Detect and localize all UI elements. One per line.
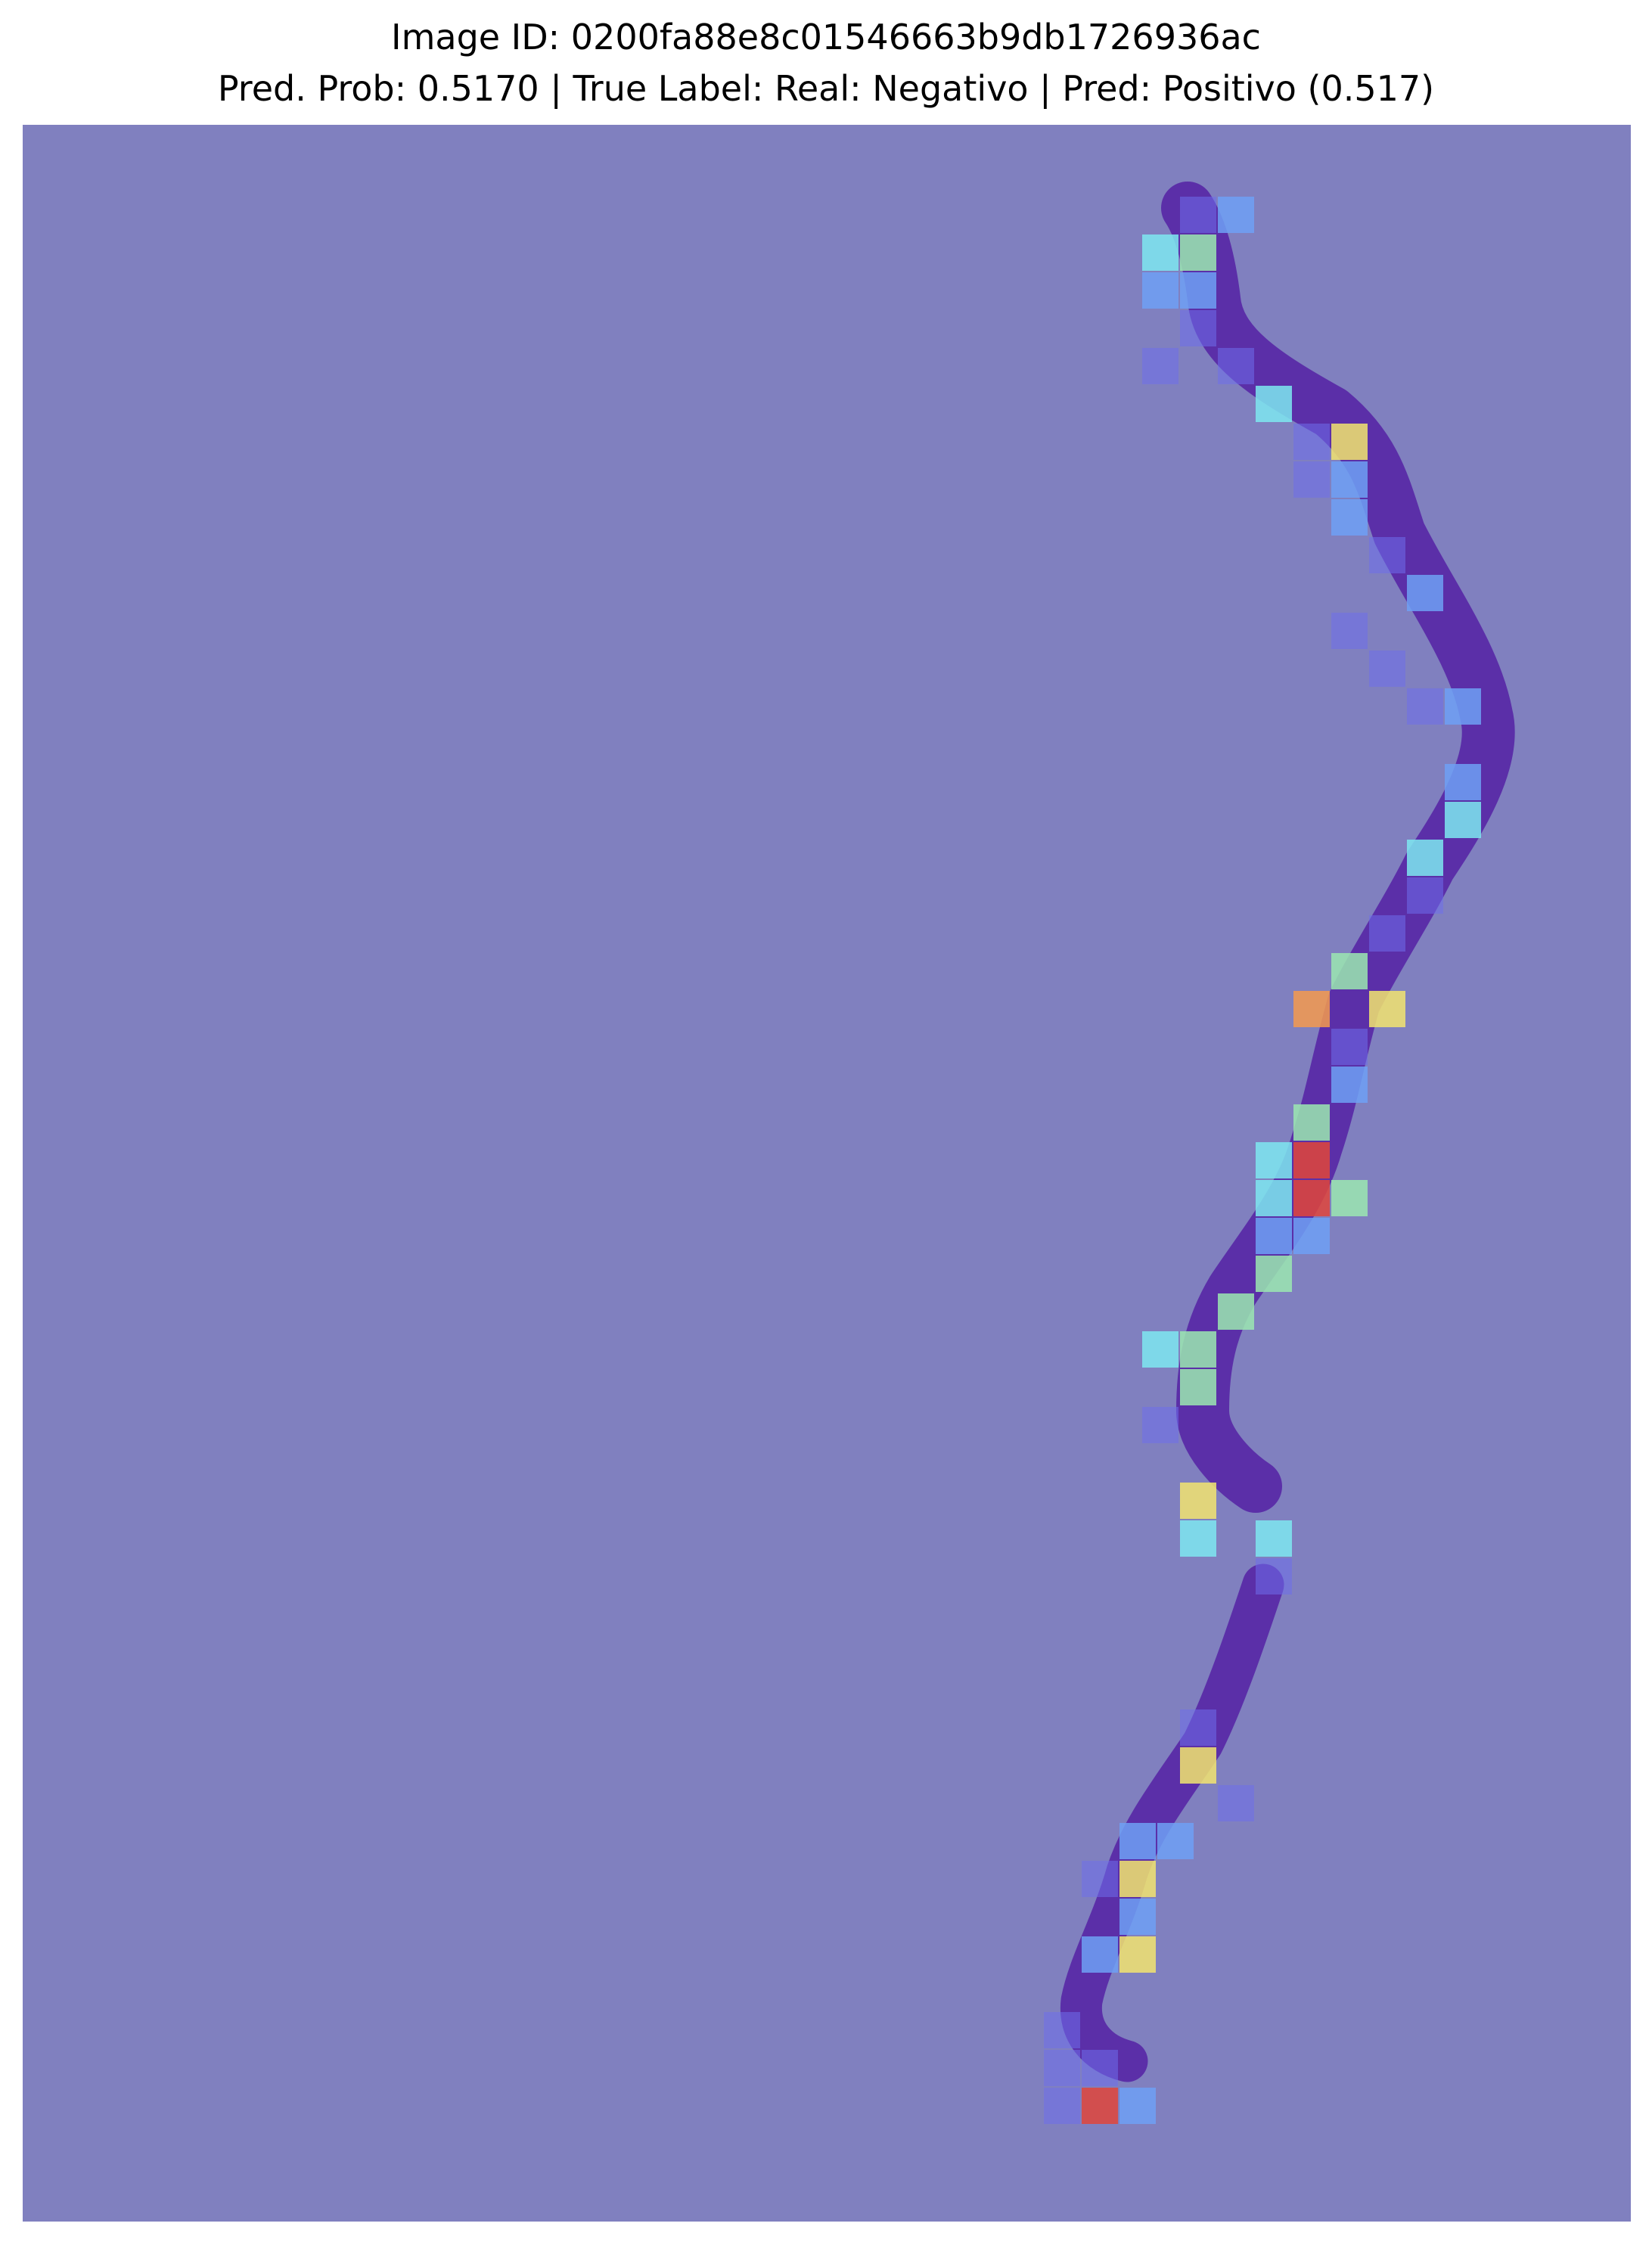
attention-tile [1180, 1331, 1216, 1368]
attention-tile [1180, 1483, 1216, 1519]
attention-tile [1142, 1331, 1178, 1368]
attention-tile [1180, 197, 1216, 233]
attention-tile [1256, 1180, 1292, 1216]
attention-tile [1082, 2050, 1118, 2086]
attention-tile [1119, 1823, 1156, 1859]
attention-tile [1407, 688, 1443, 725]
figure-title-line-2: Pred. Prob: 0.5170 | True Label: Real: N… [217, 68, 1435, 109]
attention-tile [1445, 688, 1481, 725]
attention-tile [1293, 424, 1330, 460]
attention-tile [1142, 234, 1178, 271]
attention-tile [1180, 272, 1216, 309]
attention-tile [1180, 310, 1216, 346]
attention-tile [1331, 1067, 1368, 1103]
attention-tile [1256, 1256, 1292, 1292]
heatmap-panel [23, 125, 1631, 2222]
attention-tile [1119, 1899, 1156, 1935]
attention-tile [1119, 1861, 1156, 1897]
attention-tile [1082, 1861, 1118, 1897]
attention-tile [1180, 1520, 1216, 1557]
attention-tile [1082, 2088, 1118, 2124]
attention-tile [1142, 348, 1178, 384]
attention-tile [1445, 764, 1481, 800]
attention-tile [1180, 1709, 1216, 1746]
attention-tile [1369, 651, 1405, 687]
heatmap-image [23, 125, 1631, 2222]
attention-tile [1445, 802, 1481, 838]
attention-tile [1369, 537, 1405, 573]
attention-tile [1369, 915, 1405, 952]
attention-tile [1157, 1823, 1194, 1859]
attention-tile [1293, 991, 1330, 1027]
attention-tile [1218, 1293, 1254, 1330]
attention-tile [1044, 2088, 1080, 2124]
attention-tile [1331, 953, 1368, 989]
attention-tile [1256, 1142, 1292, 1178]
attention-tile [1293, 461, 1330, 498]
attention-tile [1331, 613, 1368, 649]
attention-tile [1119, 1936, 1156, 1973]
attention-tile [1044, 2012, 1080, 2048]
attention-tiles [1044, 197, 1481, 2124]
attention-tile [1331, 1029, 1368, 1065]
attention-tile [1331, 499, 1368, 536]
attention-tile [1293, 1218, 1330, 1254]
attention-tile [1218, 197, 1254, 233]
attention-tile [1256, 1520, 1292, 1557]
attention-tile [1331, 461, 1368, 498]
attention-tile [1256, 1218, 1292, 1254]
attention-tile [1180, 1747, 1216, 1784]
attention-tile [1218, 348, 1254, 384]
attention-tile [1082, 1936, 1118, 1973]
attention-tile [1407, 877, 1443, 914]
attention-tile [1142, 272, 1178, 309]
attention-tile [1331, 1180, 1368, 1216]
attention-tile [1218, 1785, 1254, 1821]
attention-tile [1293, 1142, 1330, 1178]
attention-tile [1407, 575, 1443, 611]
attention-tile [1180, 1369, 1216, 1405]
attention-tile [1142, 1407, 1178, 1443]
attention-tile [1180, 234, 1216, 271]
attention-tile [1369, 991, 1405, 1027]
attention-tile [1256, 386, 1292, 422]
figure-title-line-1: Image ID: 0200fa88e8c01546663b9db1726936… [391, 17, 1261, 57]
attention-tile [1293, 1104, 1330, 1141]
attention-tile [1044, 2050, 1080, 2086]
attention-tile [1119, 2088, 1156, 2124]
attention-tile [1293, 1180, 1330, 1216]
attention-tile [1331, 424, 1368, 460]
attention-tile [1407, 840, 1443, 876]
attention-tile [1256, 1558, 1292, 1594]
